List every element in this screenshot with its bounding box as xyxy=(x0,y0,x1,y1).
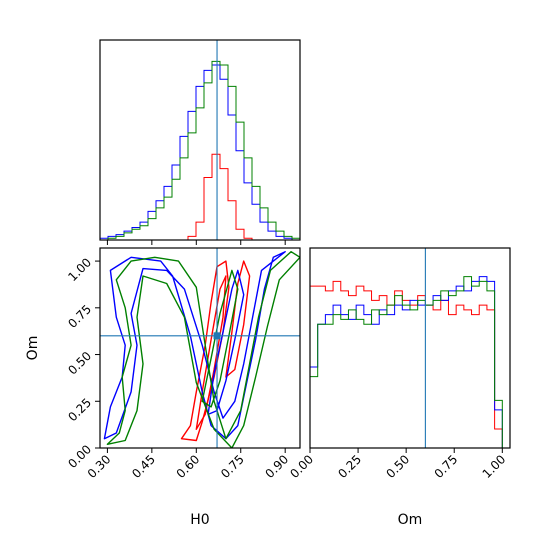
truth-marker xyxy=(213,332,221,340)
x-tick-label-om: 0.75 xyxy=(432,452,461,481)
histogram-om-green-step xyxy=(309,276,510,449)
contour-red xyxy=(225,260,251,378)
histogram-h0-series xyxy=(99,60,301,241)
histogram-om-blue-step xyxy=(309,276,510,449)
histogram-h0-red-step xyxy=(100,153,300,241)
histogram-om-panel: 0.00 0.25 0.50 0.75 1.00 Om xyxy=(287,247,511,528)
histogram-om-frame xyxy=(309,247,511,449)
x-tick-label-om: 0.25 xyxy=(335,452,364,481)
contour-panel-frame xyxy=(99,247,301,449)
x-tick-label-h0: 0.60 xyxy=(174,452,203,481)
x-tick-label-h0: 0.90 xyxy=(263,452,292,481)
y-axis-ticks-om: 0.000.250.500.751.00 xyxy=(65,255,100,471)
contour-series xyxy=(103,251,300,448)
y-axis-label-om: Om xyxy=(25,336,41,361)
x-tick-label-om: 0.00 xyxy=(287,452,316,481)
x-axis-label-h0: H0 xyxy=(190,512,209,528)
histogram-om-series xyxy=(309,276,510,449)
x-tick-label-h0: 0.45 xyxy=(129,452,158,481)
y-tick-label-om: 0.75 xyxy=(65,302,94,331)
x-tick-label-om: 1.00 xyxy=(480,452,509,481)
histogram-h0-ticks xyxy=(106,240,286,245)
x-axis-ticks-h0: 0.30 0.45 0.60 0.75 0.90 xyxy=(85,448,292,481)
x-axis-label-om: Om xyxy=(398,512,423,528)
contour-green xyxy=(201,269,239,408)
histogram-h0-panel xyxy=(99,39,301,245)
contour-red xyxy=(195,275,227,430)
x-axis-ticks-om: 0.00 0.25 0.50 0.75 1.00 xyxy=(287,448,508,481)
contour-red xyxy=(180,260,230,442)
histogram-h0-blue-step xyxy=(99,64,300,241)
histogram-h0-green-step xyxy=(100,60,301,241)
contour-h0-om-panel: 0.30 0.45 0.60 0.75 0.90 0.000.250.500.751.0… xyxy=(25,247,301,528)
contour-blue xyxy=(207,269,245,416)
y-tick-label-om: 1.00 xyxy=(65,255,94,284)
contour-blue xyxy=(103,251,286,440)
x-tick-label-h0: 0.75 xyxy=(218,452,247,481)
x-tick-label-om: 0.50 xyxy=(383,452,412,481)
histogram-h0-frame xyxy=(99,39,301,241)
y-tick-label-om: 0.25 xyxy=(65,395,94,424)
contour-green xyxy=(106,251,300,448)
y-tick-label-om: 0.50 xyxy=(65,349,94,378)
